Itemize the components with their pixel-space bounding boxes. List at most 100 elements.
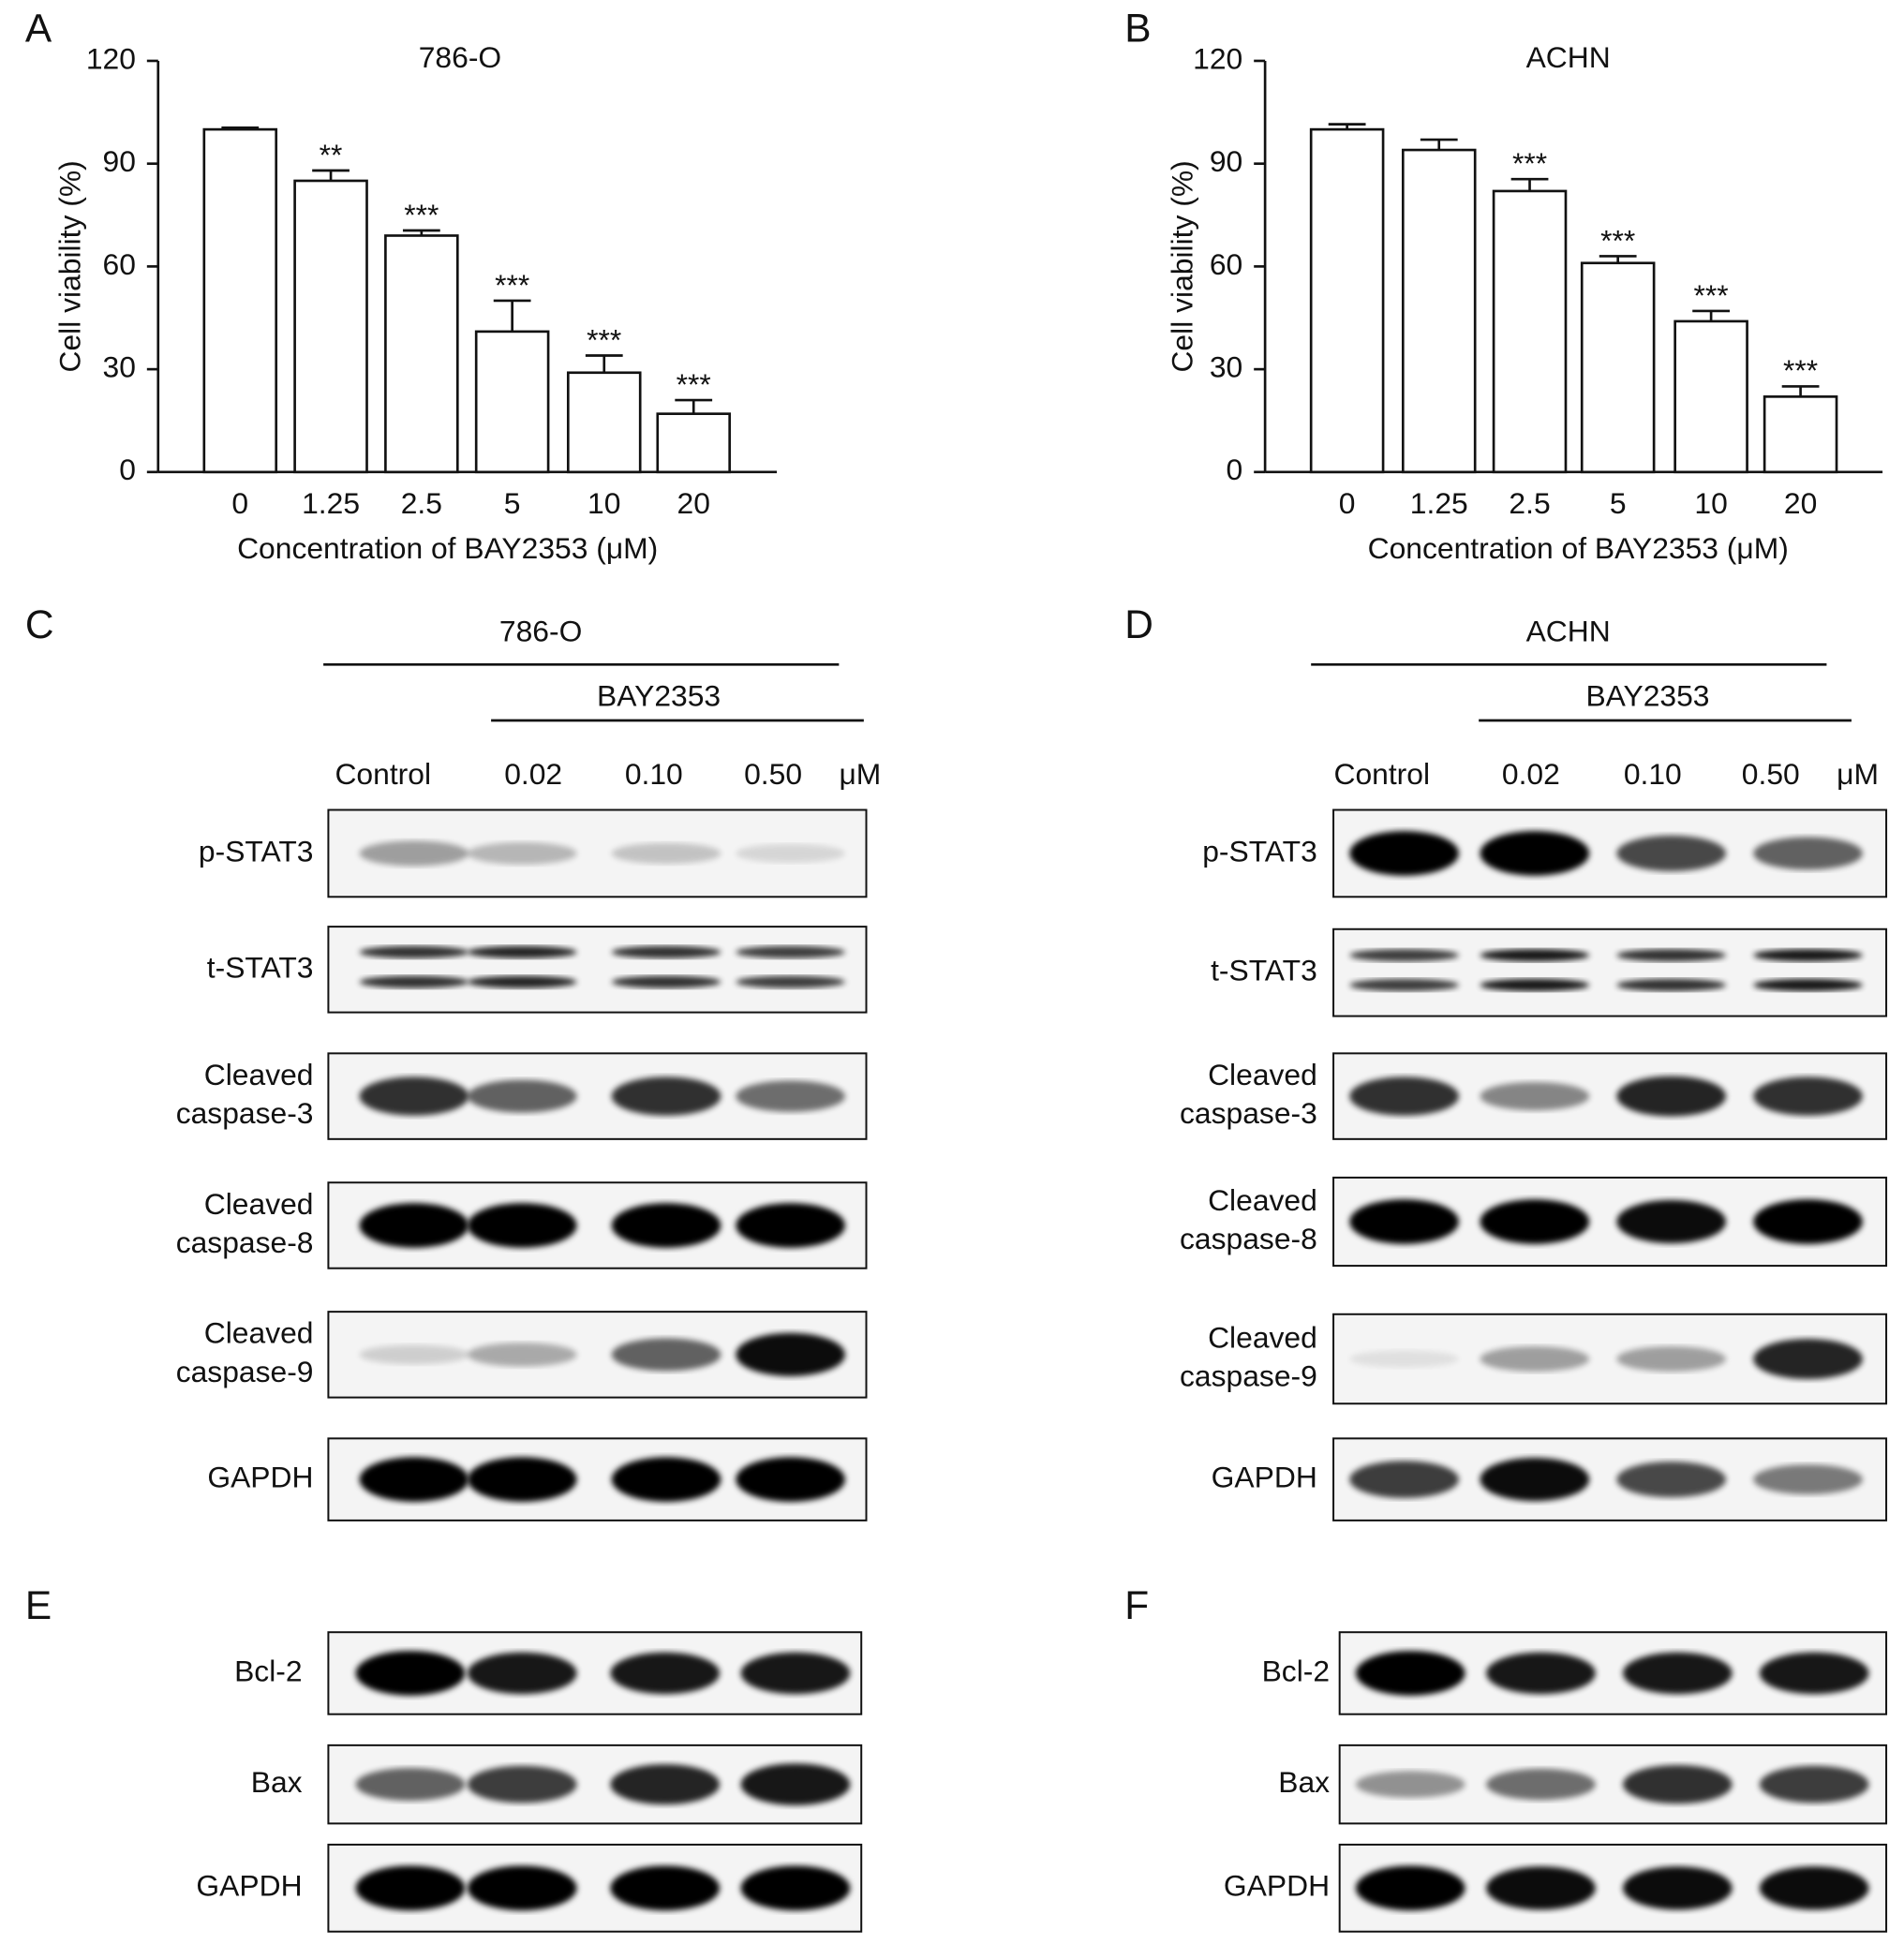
panel-label: D (1124, 602, 1153, 646)
error-bar (675, 398, 713, 414)
significance: *** (677, 367, 711, 401)
band (467, 1865, 577, 1911)
band (1355, 1651, 1465, 1696)
band (467, 841, 577, 865)
band (610, 1865, 721, 1911)
band (1753, 978, 1863, 992)
y-axis-label: Cell viability (%) (53, 160, 87, 372)
band (611, 945, 721, 958)
significance: *** (1694, 278, 1729, 312)
band (1616, 1076, 1727, 1117)
error-bar (312, 169, 350, 181)
x-tick-label: 0 (1339, 486, 1356, 520)
row-label: caspase-9 (176, 1355, 314, 1388)
band (467, 1079, 577, 1113)
bar (1492, 189, 1568, 474)
band (467, 1652, 577, 1695)
band (1349, 831, 1459, 876)
unit: μM (1837, 757, 1879, 791)
band (359, 1076, 469, 1116)
error-bar (585, 354, 623, 373)
band (1480, 948, 1590, 962)
band (1486, 1652, 1596, 1695)
error-bar (1781, 385, 1820, 397)
row-label: p-STAT3 (1202, 834, 1317, 868)
x-tick-label: 20 (1784, 486, 1817, 520)
lane-label: Control (1333, 757, 1430, 791)
band (1486, 1768, 1596, 1801)
significance: *** (1783, 353, 1818, 387)
band (355, 1651, 466, 1696)
row-label: caspase-8 (176, 1225, 314, 1259)
lane-label: 0.50 (1742, 757, 1800, 791)
band (736, 945, 845, 958)
band (611, 1076, 721, 1116)
bar (384, 234, 459, 474)
y-tick-label: 60 (103, 247, 136, 281)
band (467, 1457, 577, 1502)
row-label: Bcl-2 (234, 1654, 302, 1687)
lane-label: 0.02 (1502, 757, 1560, 791)
band (1349, 1461, 1459, 1499)
band (1616, 835, 1727, 871)
band (1753, 1199, 1863, 1244)
row-label: t-STAT3 (1211, 954, 1317, 987)
x-axis-label: Concentration of BAY2353 (μM) (1368, 531, 1789, 565)
band (1753, 1076, 1863, 1116)
band (1480, 978, 1590, 992)
band (467, 1203, 577, 1248)
band (1616, 1199, 1727, 1244)
band (359, 975, 469, 988)
row-label: Bcl-2 (1262, 1654, 1330, 1687)
band (1759, 1652, 1869, 1695)
panel-label: B (1124, 6, 1151, 50)
band (736, 1203, 845, 1248)
band (1753, 1464, 1863, 1495)
row-label: GAPDH (1212, 1461, 1317, 1494)
band (359, 1457, 469, 1502)
significance: *** (404, 198, 439, 231)
band (1616, 1345, 1727, 1373)
band (1622, 1652, 1733, 1695)
band (359, 945, 469, 958)
band (1349, 948, 1459, 962)
band (1349, 1199, 1459, 1244)
unit: μM (839, 757, 881, 791)
band (610, 1764, 721, 1805)
band (1355, 1771, 1465, 1798)
x-tick-label: 2.5 (1509, 486, 1550, 520)
bar (474, 330, 550, 474)
y-tick-label: 30 (103, 350, 136, 384)
panel-label: A (25, 6, 52, 50)
row-label: GAPDH (207, 1461, 313, 1494)
row-label: Cleaved (204, 1058, 314, 1091)
y-tick-label: 90 (1210, 144, 1242, 178)
x-tick-label: 10 (1694, 486, 1727, 520)
band (611, 842, 721, 865)
band (467, 975, 577, 988)
band (611, 975, 721, 988)
bar (1309, 127, 1385, 474)
y-tick-label: 120 (1193, 41, 1242, 75)
blot-box (327, 926, 868, 1014)
cell-line: 786-O (499, 615, 582, 648)
x-tick-label: 20 (677, 486, 710, 520)
band (355, 1768, 466, 1802)
band (359, 840, 469, 867)
band (740, 1865, 851, 1911)
row-label: Bax (1278, 1765, 1330, 1799)
significance: *** (587, 322, 621, 356)
band (1486, 1866, 1596, 1910)
band (736, 1080, 845, 1112)
significance: *** (1512, 146, 1547, 180)
panel-label: E (25, 1583, 52, 1627)
row-label: Cleaved (1208, 1320, 1317, 1354)
band (359, 1203, 469, 1248)
band (1616, 978, 1727, 992)
x-tick-label: 2.5 (401, 486, 442, 520)
band (611, 1203, 721, 1248)
band (355, 1865, 466, 1911)
x-tick-label: 1.25 (1410, 486, 1468, 520)
row-label: Bax (251, 1765, 303, 1799)
chart-title: ACHN (1526, 40, 1611, 74)
